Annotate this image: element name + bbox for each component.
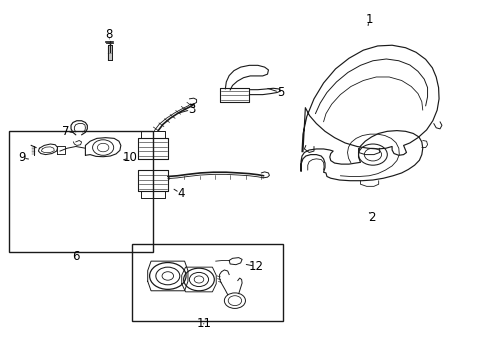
Text: 12: 12 (248, 260, 264, 273)
Text: 2: 2 (367, 211, 374, 224)
Text: 9: 9 (18, 151, 25, 164)
Text: 4: 4 (177, 187, 184, 200)
Text: 1: 1 (365, 13, 372, 26)
Text: 10: 10 (123, 151, 138, 164)
Text: 7: 7 (62, 125, 69, 138)
Text: 11: 11 (196, 318, 211, 330)
Text: 3: 3 (188, 103, 195, 116)
Text: 5: 5 (276, 86, 284, 99)
Text: 8: 8 (105, 28, 113, 41)
Text: 6: 6 (72, 251, 80, 264)
